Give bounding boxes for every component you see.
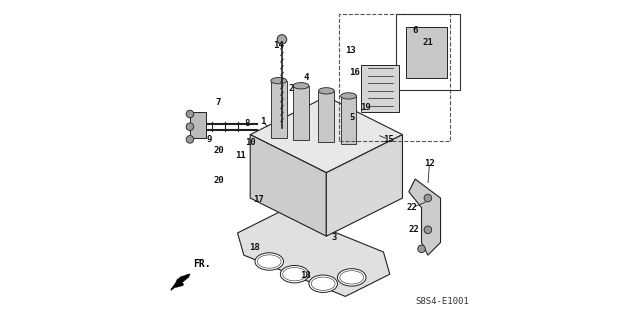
Ellipse shape [293,83,309,89]
Polygon shape [319,91,334,142]
Text: 10: 10 [245,138,255,147]
Polygon shape [409,179,440,255]
Polygon shape [326,135,403,236]
Polygon shape [340,96,356,143]
Circle shape [424,194,431,202]
Text: 16: 16 [349,68,360,77]
Polygon shape [271,81,287,138]
Polygon shape [250,135,326,236]
Ellipse shape [340,93,356,99]
Polygon shape [406,27,447,77]
Circle shape [186,110,194,118]
Text: 9: 9 [206,135,212,144]
Text: 5: 5 [349,113,355,122]
Text: 18: 18 [300,271,311,280]
Text: 15: 15 [383,135,394,144]
Text: 11: 11 [236,151,246,160]
Text: 17: 17 [253,195,264,204]
Circle shape [418,245,426,252]
Circle shape [424,226,431,234]
Text: S8S4-E1001: S8S4-E1001 [415,297,469,306]
Text: 4: 4 [303,73,308,82]
Text: 8: 8 [244,119,250,128]
Text: 20: 20 [213,176,224,185]
Ellipse shape [337,269,366,286]
Polygon shape [237,211,390,296]
Text: 2: 2 [289,84,294,93]
Ellipse shape [271,77,287,84]
Text: FR.: FR. [193,260,211,269]
Polygon shape [361,65,399,112]
Text: 14: 14 [273,41,284,50]
Text: 22: 22 [408,225,419,234]
Text: 1: 1 [260,117,266,126]
Text: 7: 7 [216,99,221,108]
Bar [339,14,450,141]
Bar [396,14,460,90]
Polygon shape [190,112,206,138]
Text: 22: 22 [406,203,417,212]
Circle shape [277,35,287,44]
Circle shape [186,136,194,143]
Text: 21: 21 [422,38,433,47]
Ellipse shape [309,275,337,292]
Polygon shape [293,86,309,140]
Text: 19: 19 [360,103,371,112]
Text: 13: 13 [345,46,355,55]
Text: 12: 12 [424,159,435,168]
Ellipse shape [319,88,334,94]
Text: 3: 3 [332,233,337,242]
Ellipse shape [255,253,284,270]
Polygon shape [250,97,403,173]
Text: 6: 6 [412,26,418,35]
Ellipse shape [280,266,309,283]
Polygon shape [171,274,190,290]
Text: 20: 20 [213,146,224,155]
Circle shape [186,123,194,131]
Text: 18: 18 [250,243,260,252]
